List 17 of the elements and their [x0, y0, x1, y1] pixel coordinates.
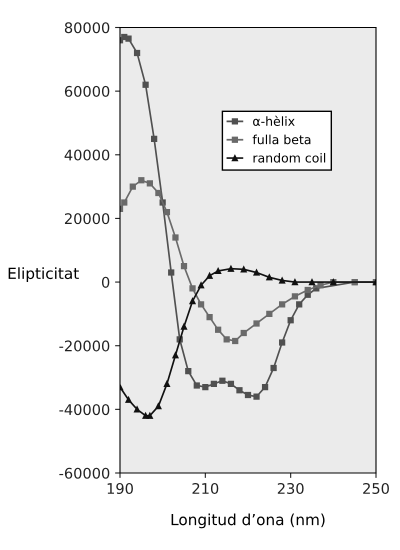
legend-label: random coil: [254, 152, 326, 163]
legend-label: fulla beta: [252, 134, 310, 144]
x-tick-label: 190: [108, 482, 133, 494]
y-tick-label: 80000: [64, 22, 110, 34]
x-axis-title: Longitud d’ona (nm): [172, 514, 325, 528]
y-axis-title: Elipticitat: [8, 267, 79, 282]
y-tick-label: 60000: [64, 86, 110, 97]
x-tick-label: 250: [363, 482, 389, 494]
y-tick-label: 40000: [64, 150, 110, 161]
y-tick-label: -40000: [59, 404, 110, 416]
y-tick-label: -60000: [59, 468, 110, 479]
x-tick-label: 230: [278, 482, 304, 494]
y-tick-label: 20000: [64, 213, 110, 224]
legend-label: α-hèlix: [253, 116, 295, 126]
y-tick-label: 0: [102, 276, 110, 288]
x-tick-label: 210: [192, 482, 218, 494]
y-tick-label: -20000: [59, 340, 110, 352]
